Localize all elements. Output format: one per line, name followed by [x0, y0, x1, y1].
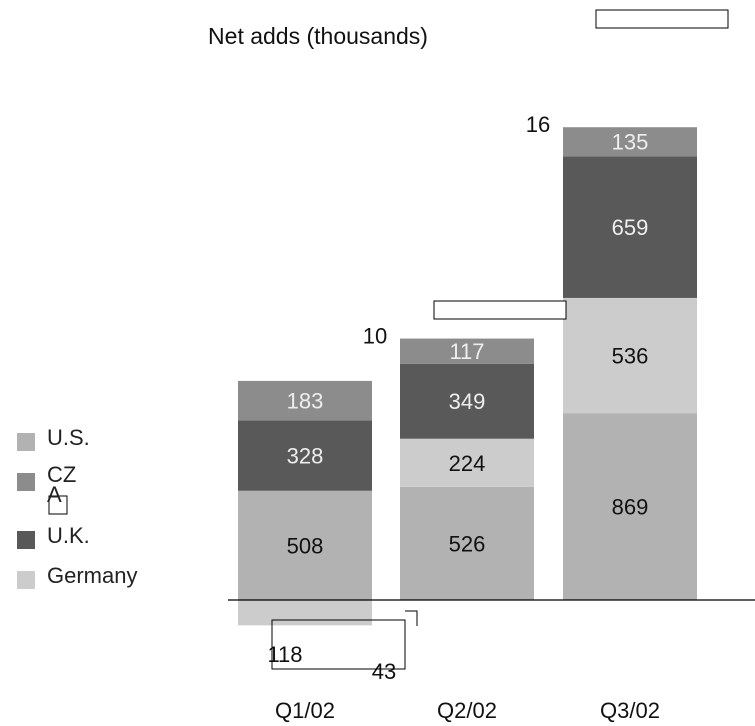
- bracket-mark: [405, 610, 418, 626]
- data-label: 135: [612, 130, 649, 155]
- data-label: 118: [267, 642, 302, 667]
- x-tick-label: Q3/02: [600, 698, 660, 723]
- legend-label-germany: Germany: [47, 563, 138, 588]
- data-label: 508: [287, 533, 324, 558]
- data-label: 224: [449, 451, 486, 476]
- bar-segment-cza-Q102: [238, 380, 372, 421]
- bar-segment-germany-Q202: [400, 438, 534, 487]
- bar-segment-germany-Q102: [238, 600, 372, 626]
- legend-swatch-germany: [17, 571, 35, 589]
- legend-label-czza-line1: CZ: [47, 462, 77, 487]
- extra-data-label: 43: [372, 659, 396, 684]
- bar-segment-uk-Q202: [400, 363, 534, 439]
- data-label: 869: [612, 495, 649, 520]
- x-tick-label: Q2/02: [437, 698, 497, 723]
- data-label: 526: [449, 531, 486, 556]
- legend-label-czza: CZ A: [47, 462, 77, 507]
- legend-label-czza-line2: A: [47, 482, 62, 507]
- bar-segment-us-Q202: [400, 486, 534, 600]
- x-tick-label: Q1/02: [275, 698, 335, 723]
- bar-segment-cza-Q302: [563, 127, 697, 157]
- data-label: 183: [287, 389, 324, 414]
- placeholder-box-q1: [271, 619, 406, 670]
- data-label: 117: [449, 339, 484, 364]
- data-label: 349: [449, 389, 486, 414]
- legend-label-uk: U.K.: [47, 523, 90, 548]
- bar-segment-uk-Q102: [238, 420, 372, 491]
- legend-placeholder-box: [48, 495, 68, 515]
- bar-segment-us-Q302: [563, 413, 697, 600]
- labels-layer: 508 118 328 183 Q1/02 526 224 349 117 10 Q2/02 869 5…: [267, 112, 660, 723]
- total-label: 16: [526, 112, 550, 137]
- placeholder-box-q2: [433, 300, 567, 320]
- legend-swatch-uk: [17, 531, 35, 549]
- legend-label-us: U.S.: [47, 425, 90, 450]
- data-label: 328: [287, 444, 324, 469]
- placeholder-box-q3: [595, 9, 729, 29]
- total-label: 10: [363, 324, 387, 349]
- legend-swatch-us: [17, 433, 35, 451]
- legend-swatch-czza: [17, 473, 35, 491]
- chart-title: Net adds (thousands): [208, 23, 428, 49]
- bars-layer: [238, 127, 697, 626]
- bar-segment-germany-Q302: [563, 297, 697, 414]
- bar-segment-cza-Q202: [400, 338, 534, 364]
- bar-segment-us-Q102: [238, 490, 372, 600]
- data-label: 536: [612, 344, 649, 369]
- data-label: 659: [612, 215, 649, 240]
- bar-segment-uk-Q302: [563, 156, 697, 298]
